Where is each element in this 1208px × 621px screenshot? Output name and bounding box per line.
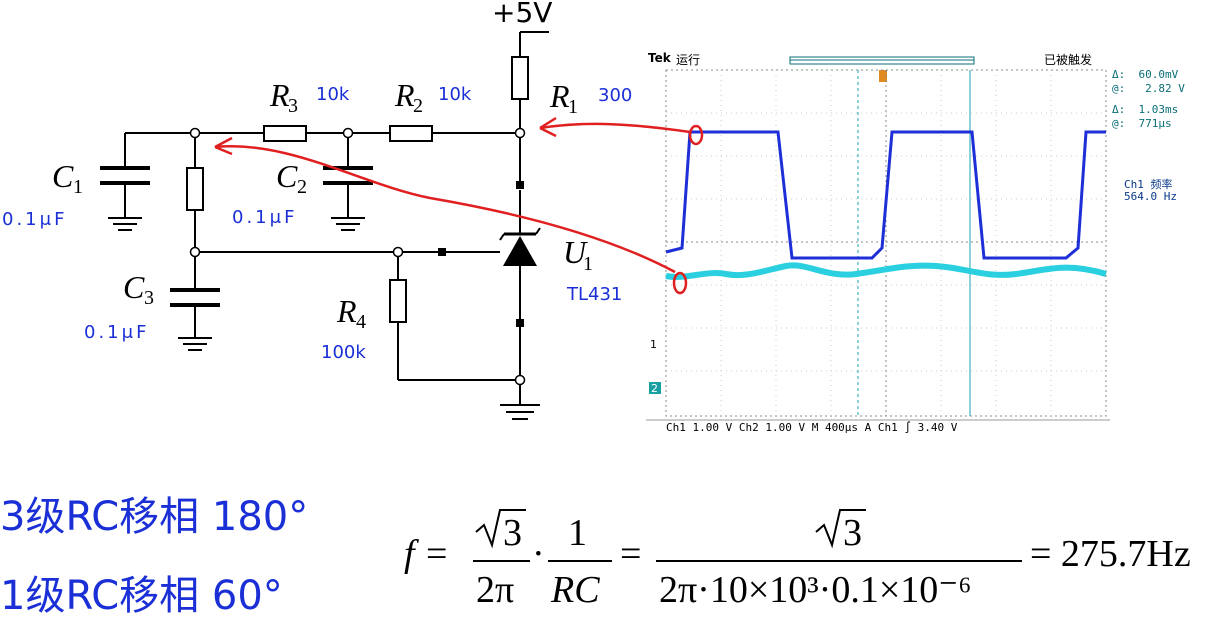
trigger-position-marker [879,70,887,82]
c3-value: 0.1μF [84,322,149,343]
scope-trigger-state: 已被触发 [1044,53,1093,67]
ch2-marker-box [649,382,661,394]
arrow-ch2-to-node [214,145,676,274]
freq-label: Ch1 频率 [1124,178,1173,191]
formula-sqrt3-a: 3 [503,512,522,554]
oscilloscope-screenshot: 1 2 Tek 运行 已被触发 Ch1 1.00 V Ch2 1.00 V M … [646,48,1110,438]
u1-letter: U [563,234,588,270]
r1-value: 300 [598,85,632,106]
cursor2-at: @: 771μs [1112,117,1172,130]
cursor1-at: @: 2.82 V [1112,82,1185,95]
node [189,127,201,139]
u1-sub: 1 [583,253,593,275]
phase-shift-3-stage: 3级RC移相 180° [0,494,309,540]
c2-letter: C [276,158,298,194]
formula-rc: RC [550,569,600,609]
scope-bottom-bar: Ch1 1.00 V Ch2 1.00 V M 400μs A Ch1 ∫ 3.… [666,421,958,434]
formula-result: = 275.7Hz [1030,533,1191,575]
ch1-waveform [665,130,1106,260]
c3-sub: 3 [144,287,154,309]
ch1-marker: 1 [650,338,657,351]
r4-value: 100k [321,342,366,363]
cursor2-delta: Δ: 1.03ms [1112,103,1179,116]
cursor1-delta: Δ: 60.0mV [1112,68,1179,81]
ch2-marker: 2 [651,382,658,395]
formula-2pi-a: 2π [476,569,514,609]
node [392,246,404,258]
supply-label: +5V [492,0,552,29]
formula-one: 1 [568,512,587,554]
c3-letter: C [123,269,145,305]
c2-sub: 2 [297,176,307,198]
node [342,127,354,139]
u1-value: TL431 [566,284,622,305]
c2-value: 0.1μF [232,207,297,228]
node [189,246,201,258]
r1-letter: R [549,78,570,114]
svg-text:=: = [620,533,641,575]
node [514,127,526,139]
formula-denominator: 2π·10×10³·0.1×10⁻⁶ [659,569,972,609]
arrow-ch1-to-r1 [539,122,691,134]
formula-f: f [404,533,419,575]
r2-letter: R [394,77,415,113]
scope-run-state: 运行 [676,53,701,67]
ch2-waveform [665,262,1107,280]
c1-value: 0.1μF [2,209,67,230]
r4-sub: 4 [356,311,366,333]
scope-brand: Tek [648,51,671,65]
c1-sub: 1 [73,176,83,198]
svg-text:=: = [426,533,447,575]
svg-text:·: · [532,533,545,575]
r3-sub: 3 [288,95,298,117]
tl431-symbol [503,236,537,266]
c1-letter: C [52,158,74,194]
ground-symbols [108,217,540,420]
r3-value: 10k [316,84,350,105]
r3-letter: R [269,77,290,113]
freq-value: 564.0 Hz [1124,190,1177,203]
r2-sub: 2 [413,95,423,117]
r2-value: 10k [438,84,472,105]
node [514,374,526,386]
formula-sqrt3-b: 3 [843,512,862,554]
r1-sub: 1 [568,96,578,118]
r4-letter: R [336,293,357,329]
